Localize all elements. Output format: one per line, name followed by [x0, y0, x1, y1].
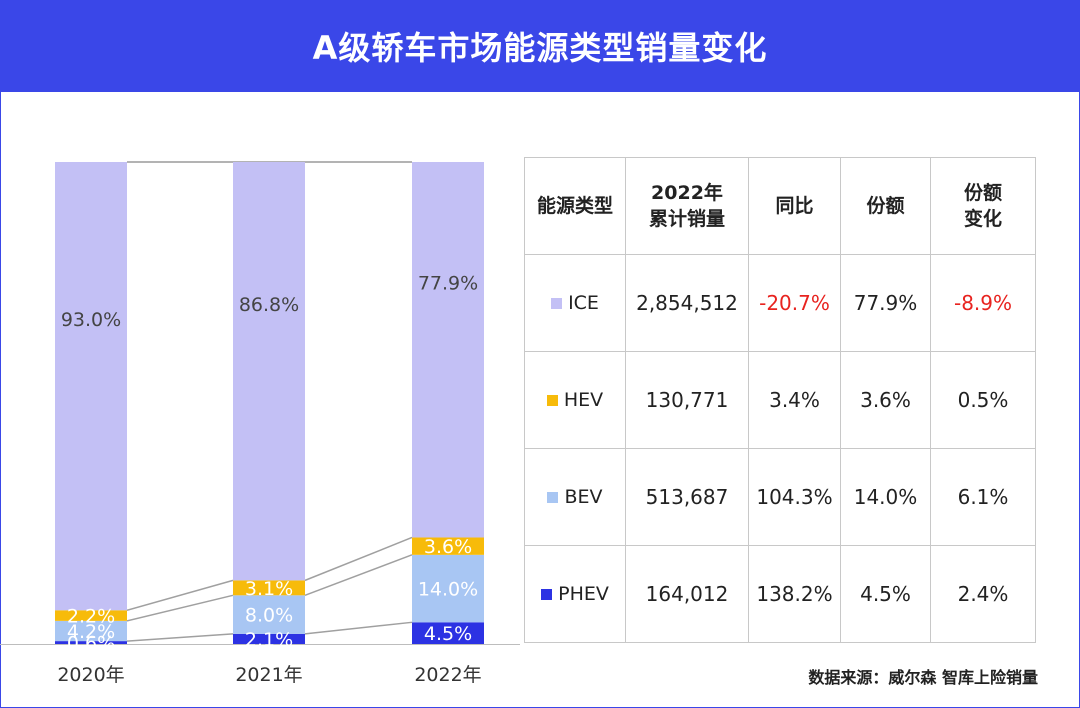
ice-swatch [551, 298, 563, 309]
table-row: BEV 513,687 104.3% 14.0% 6.1% [524, 448, 1036, 546]
sales-cell: 513,687 [625, 448, 749, 546]
hev-swatch [546, 395, 558, 406]
share-cell: 77.9% [840, 254, 931, 352]
connector-bev [126, 594, 234, 622]
share-change-cell: 2.4% [930, 545, 1036, 643]
table-row: HEV 130,771 3.4% 3.6% 0.5% [524, 351, 1036, 449]
bar-hev-0 [55, 610, 127, 621]
bar-hev-2 [412, 537, 484, 555]
header-share-change: 份额 变化 [930, 157, 1036, 255]
bar-phev-2 [412, 622, 484, 644]
share-change-cell: -8.9% [930, 254, 1036, 352]
bar-ice-1 [233, 162, 305, 581]
header-type: 能源类型 [524, 157, 626, 255]
data-label-ice-0: 93.0% [61, 309, 121, 331]
share-cell: 4.5% [840, 545, 931, 643]
header-yoy: 同比 [748, 157, 841, 255]
data-label-phev-1: 2.1% [245, 629, 293, 651]
data-label-bev-0: 4.2% [67, 621, 115, 643]
share-cell: 3.6% [840, 351, 931, 449]
type-cell: BEV [524, 448, 626, 546]
type-cell: ICE [524, 254, 626, 352]
bar-hev-1 [233, 580, 305, 596]
data-label-hev-2: 3.6% [424, 536, 472, 558]
table-header-row: 能源类型 2022年 累计销量 同比 份额 份额 变化 [524, 157, 1036, 255]
stacked-bar-chart: 0.6%4.2%2.2% 93.0% 2020年 2.1%8.0% 3.1% 86.8% 2… [0, 161, 520, 686]
sales-cell: 2,854,512 [625, 254, 749, 352]
data-label-hev-1: 3.1% [245, 578, 293, 600]
x-tick-label-1: 2021年 [235, 664, 302, 686]
x-tick-label-0: 2020年 [57, 664, 124, 686]
data-label-bev-2: 14.0% [418, 579, 478, 601]
yoy-cell: 138.2% [748, 545, 841, 643]
bar-bev-2 [412, 554, 484, 623]
connector-phev [304, 621, 413, 635]
sales-table: 能源类型 2022年 累计销量 同比 份额 份额 变化 ICE 2,854,512 … [524, 157, 1036, 643]
connector-bev [304, 554, 413, 597]
data-label-hev-0: 2.2% [67, 606, 115, 628]
data-source: 数据来源：威尔森 智库上险销量 [808, 668, 1038, 687]
bar-ice-2 [412, 162, 484, 538]
sales-cell: 164,012 [625, 545, 749, 643]
phev-swatch [541, 589, 553, 600]
yoy-cell: 3.4% [748, 351, 841, 449]
type-cell: HEV [524, 351, 626, 449]
share-change-cell: 6.1% [930, 448, 1036, 546]
page-title: A级轿车市场能源类型销量变化 [312, 29, 768, 67]
header-sales: 2022年 累计销量 [625, 157, 749, 255]
share-cell: 14.0% [840, 448, 931, 546]
data-label-ice-2: 77.9% [418, 273, 478, 295]
share-change-cell: 0.5% [930, 351, 1036, 449]
bar-ice-0 [55, 162, 127, 611]
data-label-phev-0: 0.6% [67, 633, 115, 655]
yoy-cell: -20.7% [748, 254, 841, 352]
connector-phev [126, 633, 234, 642]
header-bar: A级轿车市场能源类型销量变化 [0, 0, 1080, 92]
bar-bev-0 [55, 620, 127, 642]
bar-phev-1 [233, 633, 305, 644]
table-row: ICE 2,854,512 -20.7% 77.9% -8.9% [524, 254, 1036, 352]
bar-phev-0 [55, 641, 127, 644]
connector-hev [304, 536, 413, 582]
bev-swatch [547, 492, 559, 503]
connector-hev [126, 579, 234, 611]
sales-cell: 130,771 [625, 351, 749, 449]
data-label-bev-1: 8.0% [245, 605, 293, 627]
type-cell: PHEV [524, 545, 626, 643]
table-row: PHEV 164,012 138.2% 4.5% 2.4% [524, 545, 1036, 643]
data-label-ice-1: 86.8% [239, 294, 299, 316]
header-share: 份额 [840, 157, 931, 255]
x-tick-label-2: 2022年 [414, 664, 481, 686]
bar-bev-1 [233, 595, 305, 634]
yoy-cell: 104.3% [748, 448, 841, 546]
data-label-phev-2: 4.5% [424, 623, 472, 645]
